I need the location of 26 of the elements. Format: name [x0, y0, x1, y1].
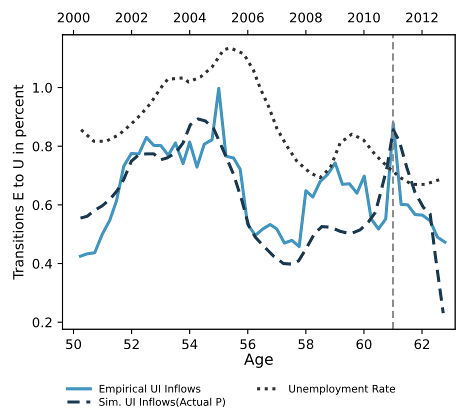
x2-tick-label: 2004	[174, 12, 206, 22]
y-tick-label: 0.6	[32, 200, 52, 210]
y-tick-label: 0.2	[32, 317, 52, 328]
line-series	[78, 86, 446, 258]
x-tick-label: 50	[66, 339, 82, 350]
y-tick-label: 1.0	[33, 82, 52, 93]
x-tick-label: 56	[240, 339, 256, 350]
x-tick-label: 60	[356, 339, 372, 350]
x2-tick-label: 2008	[290, 12, 322, 22]
y-tick-label: 0.8	[32, 141, 52, 152]
x-axis-title: Age	[244, 354, 273, 368]
x-tick-label: 52	[124, 339, 139, 350]
x-tick-label: 54	[182, 339, 198, 350]
legend-label: Empirical UI Inflows	[100, 384, 200, 395]
x2-tick-label: 2012	[406, 12, 438, 22]
y-tick-label: 0.4	[32, 258, 52, 269]
legend-label: Sim. UI Inflows(Actual P)	[99, 398, 225, 408]
x-tick-label: 62	[414, 339, 430, 350]
x2-tick-label: 2010	[348, 12, 380, 22]
x2-tick-label: 2006	[232, 12, 264, 22]
line-series	[78, 117, 445, 315]
x-tick-label: 58	[298, 339, 314, 350]
x2-tick-label: 2002	[116, 12, 148, 22]
y-axis-title: Transitions E to U in percent	[12, 84, 26, 280]
x2-tick-label: 2000	[58, 12, 90, 22]
legend-label: Unemployment Rate	[289, 384, 396, 395]
